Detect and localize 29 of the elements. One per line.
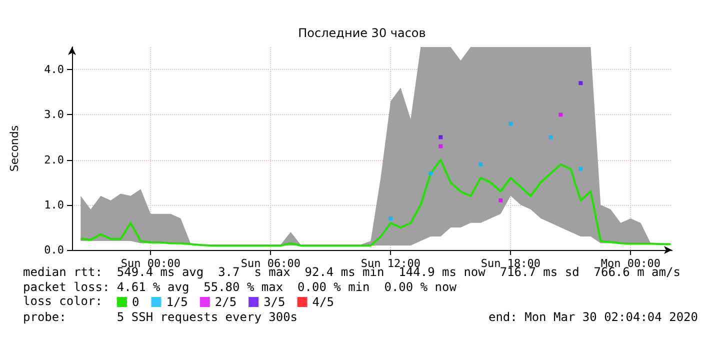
point [548,135,553,140]
point [438,144,443,148]
point [498,198,503,202]
legend-label: 4/5 [312,295,334,309]
legend-label: 1/5 [166,295,188,309]
point [388,216,393,220]
text: probe: 5 SSH requests every 300s [23,310,298,324]
y-tick-label: 4.0 [44,63,64,76]
point [428,171,433,176]
y-tick-label: 3.0 [44,108,64,122]
legend-title: loss color: [23,294,102,308]
legend-label: 3/5 [264,295,286,309]
y-tick-label: 0.0 [44,244,64,256]
legend-label: 0 [132,295,140,309]
chart-title: Последние 30 часов [298,26,426,40]
legend-label: 2/5 [214,295,237,309]
y-tick-label: 1.0 [44,198,64,212]
point [558,112,563,117]
point [578,81,583,86]
y-axis-title: Seconds [8,125,21,172]
point [478,162,483,166]
line-series [80,158,672,246]
point [438,135,443,140]
text: end: Mon Mar 30 02:04:04 2020 [488,310,698,324]
point [508,122,513,126]
point [578,166,583,171]
y-tick-label: 2.0 [44,153,64,166]
x-tick-label: Sun 06:00 [240,257,300,270]
text: packet loss: 4.61 % avg 55.80 % max 0.00 % min 0.00 % now [23,280,458,294]
